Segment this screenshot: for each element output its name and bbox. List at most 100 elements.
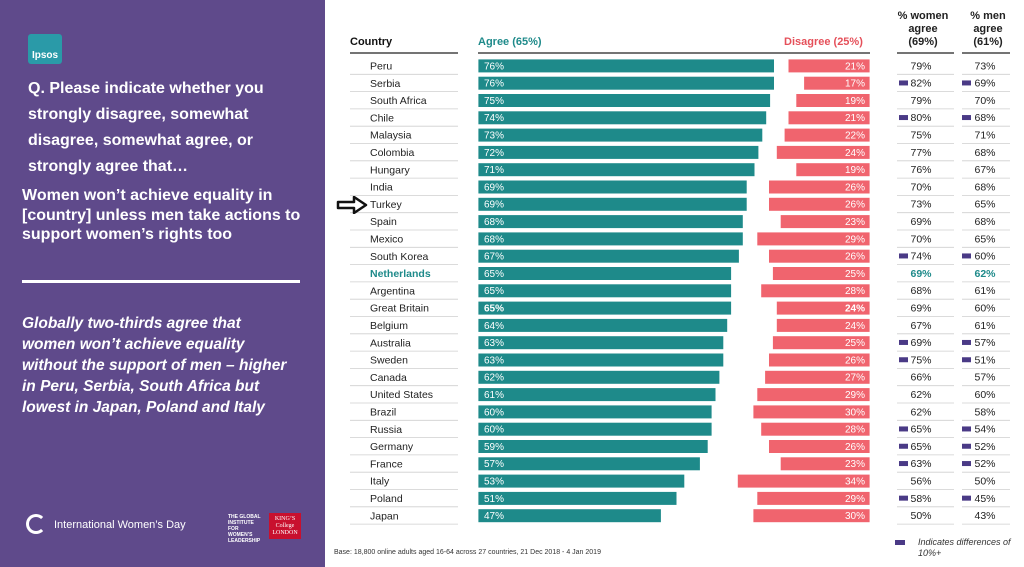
disagree-value-label: 19% [845, 165, 865, 176]
country-label: Turkey [370, 199, 402, 211]
iwd-logo-icon [26, 514, 46, 534]
disagree-bar [783, 127, 871, 143]
summary-text: Globally two-thirds agree that women won… [22, 315, 287, 416]
men-agree-value: 68% [974, 147, 995, 159]
agree-value-label: 63% [484, 338, 504, 349]
disagree-value-label: 30% [845, 511, 865, 522]
women-agree-value: 62% [910, 389, 931, 401]
women-diff-marker [899, 115, 908, 121]
base-note: Base: 18,800 online adults aged 16-64 ac… [334, 549, 601, 556]
disagree-value-label: 24% [845, 321, 865, 332]
agree-value-label: 69% [484, 182, 504, 193]
agree-value-label: 51% [484, 494, 504, 505]
panel-divider [22, 280, 300, 283]
women-diff-marker [899, 461, 908, 467]
disagree-value-label: 26% [845, 200, 865, 211]
women-diff-marker [899, 253, 908, 259]
ipsos-logo: Ipsos [28, 34, 62, 64]
women-agree-value: 50% [910, 510, 931, 522]
men-diff-marker [962, 339, 971, 345]
men-agree-value: 70% [974, 95, 995, 107]
country-label: Poland [370, 493, 403, 505]
disagree-bar [776, 145, 871, 160]
disagree-value-label: 23% [845, 459, 865, 470]
agree-bar [477, 58, 775, 74]
agree-bar [477, 335, 725, 350]
men-agree-value: 68% [974, 216, 995, 228]
women-agree-value: 80% [910, 112, 931, 124]
agree-value-label: 71% [484, 165, 504, 176]
women-agree-value: 70% [910, 233, 931, 245]
disagree-bar [776, 300, 871, 316]
women-agree-value: 76% [910, 164, 931, 176]
agree-value-label: 61% [484, 390, 504, 401]
country-label: Australia [370, 337, 411, 349]
women-agree-value: 58% [910, 493, 931, 505]
agree-value-label: 76% [484, 79, 504, 90]
women-diff-marker [899, 339, 908, 345]
country-label: Sweden [370, 355, 408, 367]
agree-bar [477, 145, 760, 160]
men-diff-marker [962, 80, 971, 86]
agree-value-label: 74% [484, 113, 504, 124]
men-diff-marker [962, 115, 971, 121]
agree-value-label: 59% [484, 442, 504, 453]
disagree-bar [768, 439, 871, 454]
disagree-value-label: 24% [845, 303, 865, 314]
country-label: Italy [370, 476, 390, 488]
women-agree-value: 82% [910, 78, 931, 90]
agree-bar [477, 421, 713, 437]
men-agree-value: 50% [974, 475, 995, 487]
disagree-bar [779, 214, 871, 229]
agree-bar [477, 231, 744, 247]
men-diff-marker [962, 253, 971, 259]
country-label: Japan [370, 510, 399, 522]
agree-bar [477, 75, 775, 91]
women-agree-value: 66% [910, 372, 931, 384]
women-agree-value: 63% [910, 458, 931, 470]
agree-value-label: 62% [484, 373, 504, 384]
disagree-value-label: 26% [845, 182, 865, 193]
country-label: France [370, 458, 403, 470]
disagree-bar [776, 318, 871, 333]
women-diff-marker [899, 495, 908, 501]
women-agree-value: 73% [910, 199, 931, 211]
men-agree-value: 60% [974, 302, 995, 314]
women-agree-value: 79% [910, 60, 931, 72]
country-label: Colombia [370, 147, 415, 159]
header-women-agree: % women agree (69%) [897, 10, 949, 48]
women-diff-marker [899, 357, 908, 363]
country-label: Great Britain [370, 303, 429, 315]
ipsos-logo-text: Ipsos [31, 50, 59, 61]
men-diff-marker [962, 495, 971, 501]
disagree-bar [756, 231, 871, 247]
women-agree-value: 62% [910, 406, 931, 418]
men-agree-value: 54% [974, 424, 995, 436]
women-agree-value: 69% [910, 216, 931, 228]
disagree-bar [768, 352, 871, 368]
disagree-bar [795, 93, 871, 108]
women-diff-marker [899, 426, 908, 432]
agree-value-label: 75% [484, 96, 504, 107]
women-agree-value: 75% [910, 354, 931, 366]
women-agree-value: 56% [910, 475, 931, 487]
disagree-value-label: 34% [845, 476, 865, 487]
men-agree-value: 71% [974, 129, 995, 141]
disagree-value-label: 21% [845, 61, 865, 72]
men-agree-value: 61% [974, 285, 995, 297]
country-label: Chile [370, 112, 394, 124]
disagree-value-label: 27% [845, 373, 865, 384]
disagree-value-label: 24% [845, 148, 865, 159]
agree-bar [477, 508, 662, 523]
men-agree-value: 68% [974, 112, 995, 124]
disagree-value-label: 29% [845, 390, 865, 401]
women-agree-value: 75% [910, 129, 931, 141]
agree-bar [477, 162, 756, 178]
country-label: Germany [370, 441, 414, 453]
agree-bar [477, 473, 686, 489]
disagree-bar [768, 179, 871, 195]
disagree-value-label: 19% [845, 96, 865, 107]
iwd-label: International Women’s Day [54, 519, 186, 531]
disagree-bar [772, 335, 871, 350]
country-label: Malaysia [370, 130, 412, 142]
